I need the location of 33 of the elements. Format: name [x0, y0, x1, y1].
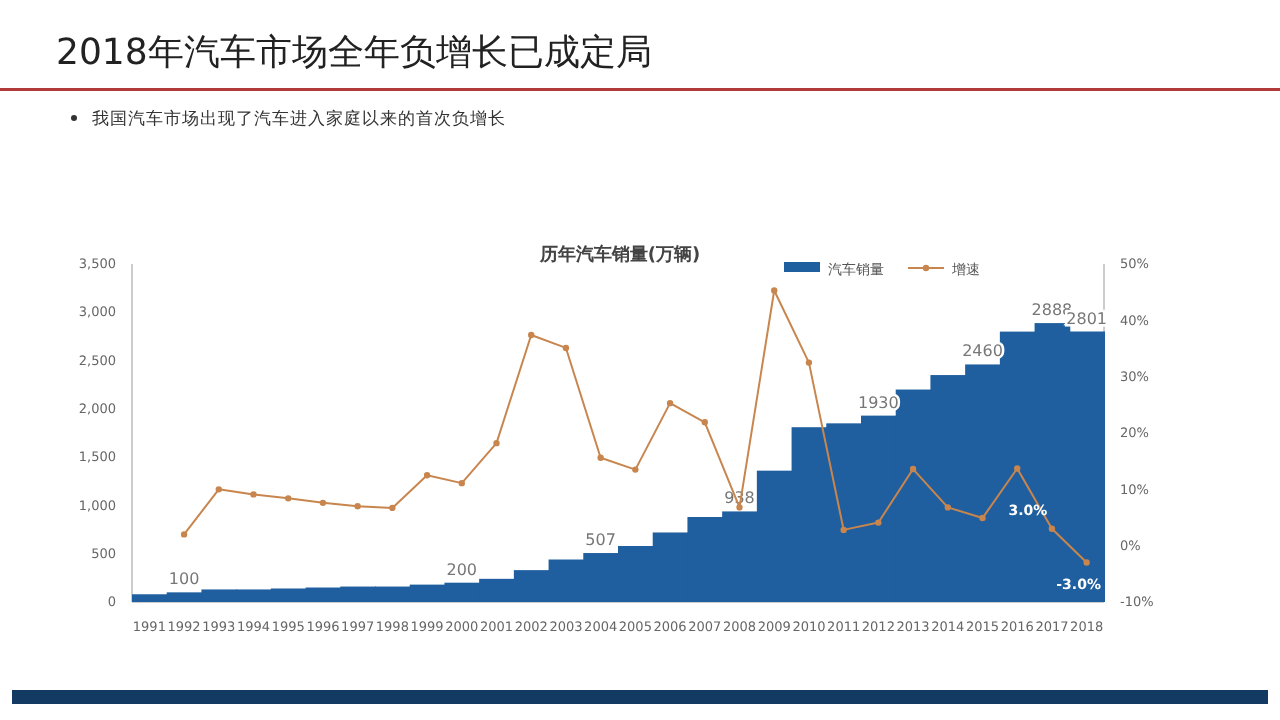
chart-title: 2018年汽车市场全年负增长已成定局	[56, 32, 652, 74]
data-label: 2801	[1066, 309, 1107, 328]
point	[771, 287, 778, 294]
point	[1048, 525, 1056, 532]
point	[354, 503, 361, 510]
point	[562, 344, 570, 352]
data-label: 507	[585, 531, 616, 550]
point	[180, 531, 188, 538]
data-label: 200	[446, 560, 478, 579]
point	[1014, 465, 1021, 472]
point	[944, 504, 951, 511]
point	[979, 514, 986, 522]
point	[666, 399, 674, 407]
point	[285, 495, 292, 502]
point	[528, 331, 535, 339]
point	[389, 504, 396, 512]
point	[423, 472, 431, 479]
point	[632, 466, 639, 473]
point	[805, 359, 813, 366]
data-label: 100	[168, 570, 200, 589]
point	[319, 499, 327, 507]
point	[493, 439, 500, 447]
annotation: 历年汽车销量(万辆)	[537, 244, 701, 266]
point	[1083, 559, 1090, 566]
chart-subtitle: 我国汽车市场出现了汽车进入家庭以来的首次负增长	[92, 108, 506, 130]
point	[250, 491, 257, 498]
point	[215, 486, 222, 493]
point	[840, 526, 847, 534]
point	[701, 419, 708, 426]
point	[909, 465, 917, 473]
point	[458, 479, 465, 487]
point	[597, 454, 604, 461]
point	[875, 519, 882, 526]
